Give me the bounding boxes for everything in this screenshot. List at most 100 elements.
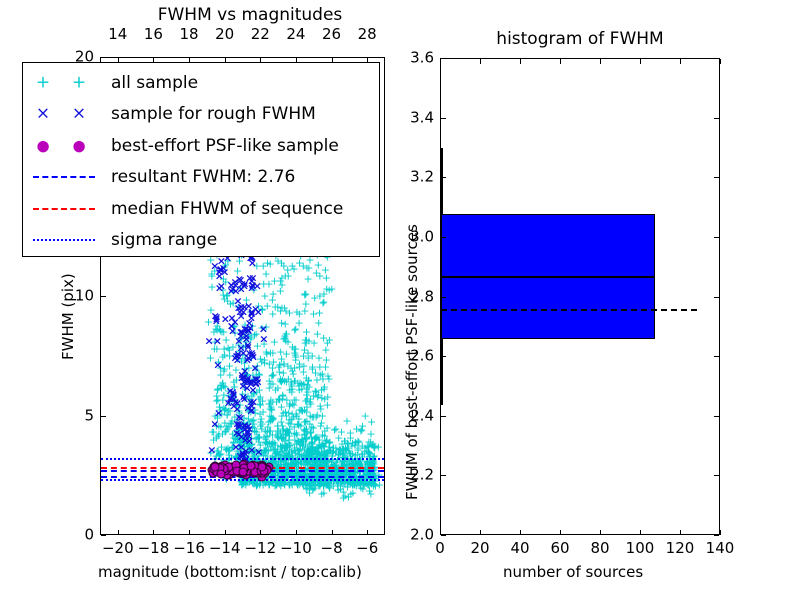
scatter-point-all-sample: + — [344, 468, 355, 482]
scatter-point-all-sample: + — [284, 466, 294, 480]
legend-item[interactable]: median FHWM of sequence — [23, 192, 379, 225]
scatter-point-all-sample: + — [338, 465, 348, 479]
scatter-point-all-sample: + — [321, 353, 331, 367]
scatter-point-all-sample: + — [277, 271, 287, 285]
scatter-point-all-sample: + — [278, 451, 288, 465]
scatter-point-rough-fwhm: × — [242, 373, 253, 387]
scatter-point-all-sample: + — [290, 456, 300, 470]
scatter-point-all-sample: + — [273, 300, 283, 314]
scatter-point-all-sample: + — [345, 426, 355, 440]
scatter-point-all-sample: + — [261, 435, 271, 448]
scatter-point-all-sample: + — [263, 471, 273, 485]
tick-mark — [480, 59, 481, 64]
scatter-point-all-sample: + — [314, 433, 324, 447]
scatter-point-all-sample: + — [295, 442, 305, 456]
scatter-point-rough-fwhm: × — [232, 417, 242, 431]
scatter-point-all-sample: + — [278, 388, 288, 402]
scatter-point-all-sample: + — [337, 455, 347, 468]
scatter-point-all-sample: + — [274, 431, 284, 445]
scatter-point-all-sample: + — [307, 441, 318, 455]
scatter-point-all-sample: + — [211, 449, 221, 463]
scatter-point-all-sample: + — [262, 347, 272, 361]
scatter-point-all-sample: + — [339, 434, 349, 448]
legend-item[interactable]: resultant FWHM: 2.76 — [23, 161, 379, 194]
legend-item[interactable]: ● ● best-effort PSF-like sample — [23, 129, 379, 162]
scatter-point-all-sample: + — [323, 369, 333, 382]
scatter-point-all-sample: + — [275, 455, 286, 469]
scatter-point-rough-fwhm: × — [234, 334, 244, 348]
scatter-point-all-sample: + — [232, 264, 243, 278]
scatter-point-rough-fwhm: × — [226, 392, 236, 406]
scatter-plot-area: + + + + + + + + + + + + + + + + + + + + + + + + + + + + + + + + + + + + + + + +… — [101, 58, 384, 534]
scatter-point-all-sample: + — [214, 400, 224, 414]
scatter-point-all-sample: + — [274, 477, 284, 491]
scatter-point-all-sample: + — [339, 450, 349, 463]
scatter-point-all-sample: + — [232, 451, 243, 465]
scatter-point-all-sample: + — [357, 423, 367, 436]
scatter-point-all-sample: + — [368, 476, 378, 490]
scatter-point-all-sample: + — [278, 439, 288, 453]
scatter-point-all-sample: + — [312, 408, 322, 422]
scatter-point-all-sample: + — [322, 445, 332, 458]
scatter-point-all-sample: + — [286, 462, 296, 476]
legend-dashdot-line-icon — [33, 239, 95, 241]
scatter-point-all-sample: + — [283, 372, 293, 386]
scatter-point-all-sample: + — [365, 459, 375, 473]
scatter-point-all-sample: + — [284, 436, 294, 450]
scatter-point-all-sample: + — [267, 369, 277, 383]
scatter-point-all-sample: + — [251, 432, 261, 446]
scatter-point-all-sample: + — [252, 425, 262, 439]
scatter-point-all-sample: + — [232, 395, 242, 409]
scatter-point-all-sample: + — [328, 455, 338, 469]
scatter-point-all-sample: + — [243, 439, 253, 453]
scatter-point-all-sample: + — [234, 404, 244, 418]
scatter-point-rough-fwhm: × — [233, 419, 243, 433]
reference-line — [101, 458, 384, 461]
scatter-point-all-sample: + — [250, 403, 260, 417]
legend-filled-circle-icon: ● — [36, 136, 50, 154]
scatter-point-all-sample: + — [363, 458, 373, 472]
right-x-tick-label: 60 — [550, 539, 570, 557]
left-top-tick-label: 24 — [286, 25, 306, 43]
scatter-point-all-sample: + — [255, 415, 266, 428]
scatter-point-all-sample: + — [332, 471, 343, 485]
legend-item[interactable]: sigma range — [23, 224, 379, 257]
scatter-point-all-sample: + — [230, 319, 240, 333]
legend-item[interactable]: + + all sample — [23, 66, 379, 99]
scatter-point-all-sample: + — [281, 427, 291, 441]
scatter-point-all-sample: + — [321, 455, 331, 469]
scatter-point-all-sample: + — [284, 426, 294, 440]
scatter-point-all-sample: + — [348, 468, 358, 482]
scatter-point-all-sample: + — [321, 467, 332, 481]
scatter-point-rough-fwhm: × — [247, 278, 258, 292]
scatter-point-all-sample: + — [286, 453, 297, 467]
scatter-point-all-sample: + — [247, 471, 257, 485]
scatter-point-all-sample: + — [302, 261, 312, 275]
scatter-point-all-sample: + — [335, 442, 345, 456]
histogram-bar — [441, 339, 443, 405]
scatter-point-all-sample: + — [311, 385, 321, 398]
scatter-point-rough-fwhm: × — [229, 392, 239, 405]
scatter-point-rough-fwhm: × — [239, 392, 249, 406]
scatter-point-all-sample: + — [287, 466, 297, 480]
scatter-point-all-sample: + — [223, 341, 233, 355]
scatter-point-all-sample: + — [301, 371, 311, 385]
scatter-point-all-sample: + — [306, 463, 316, 477]
scatter-point-all-sample: + — [357, 419, 368, 433]
scatter-point-all-sample: + — [252, 385, 262, 399]
scatter-point-all-sample: + — [238, 377, 249, 391]
legend-item[interactable]: × × sample for rough FWHM — [23, 98, 379, 131]
scatter-point-all-sample: + — [302, 431, 312, 445]
scatter-point-all-sample: + — [249, 424, 260, 438]
scatter-point-all-sample: + — [301, 431, 312, 445]
scatter-point-all-sample: + — [336, 475, 346, 488]
scatter-point-all-sample: + — [310, 458, 320, 472]
scatter-point-all-sample: + — [249, 372, 259, 386]
scatter-point-all-sample: + — [333, 483, 343, 497]
scatter-point-all-sample: + — [305, 469, 315, 482]
scatter-point-all-sample: + — [284, 399, 294, 413]
scatter-point-all-sample: + — [333, 479, 343, 493]
scatter-point-all-sample: + — [301, 455, 312, 469]
scatter-point-all-sample: + — [318, 453, 328, 467]
scatter-point-all-sample: + — [281, 446, 291, 459]
